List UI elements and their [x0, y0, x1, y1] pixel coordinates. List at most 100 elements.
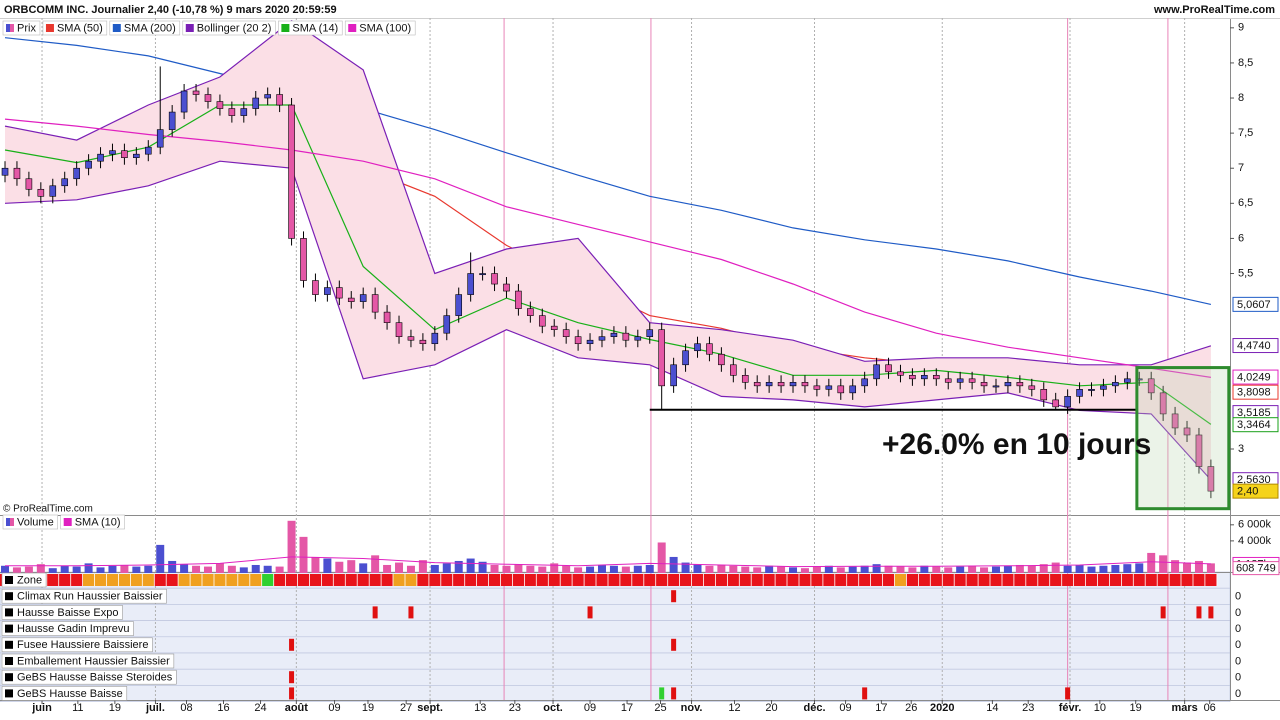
x-tick-label: 06: [1204, 702, 1216, 714]
y-tick-label: 4 000k: [1238, 535, 1272, 547]
volume-bar: [84, 563, 93, 573]
x-tick-label: 24: [254, 702, 266, 714]
y-tick-label: 6: [1238, 232, 1244, 244]
candle-body: [921, 375, 928, 380]
volume-bar: [836, 567, 845, 573]
indicator-name: GeBS Hausse Baisse: [17, 688, 123, 700]
indicator-icon: [5, 592, 13, 601]
x-tick-label: 09: [584, 702, 596, 714]
indicator-value: 0: [1235, 623, 1241, 635]
indicator-label-box: [1, 588, 167, 604]
indicator-label-box: [1, 605, 123, 620]
candle-body: [144, 146, 152, 155]
legend-swatch: [348, 24, 357, 32]
candle-body: [1052, 399, 1059, 408]
indicator-value: 0: [1235, 639, 1241, 651]
site-name: www.ProRealTime.com: [1153, 4, 1275, 16]
candle-body: [25, 178, 33, 190]
volume-bar: [466, 558, 475, 573]
legend-swatch: [45, 24, 54, 32]
volume-bar: [1, 565, 10, 573]
volume-bar: [299, 536, 308, 573]
volume-sma-line: [5, 556, 1211, 568]
volume-bar: [1075, 564, 1084, 573]
zone-run: [894, 574, 907, 586]
volume-bar: [848, 566, 857, 573]
volume-bar: [574, 567, 583, 573]
chart-title: ORBCOMM INC. Journalier 2,40 (-10,78 %) …: [4, 4, 337, 16]
volume-bar: [741, 566, 750, 573]
volume-bar: [777, 566, 786, 573]
volume-bar: [765, 565, 774, 573]
volume-bar: [144, 565, 153, 573]
volume-bar: [621, 566, 630, 573]
volume-bar: [932, 566, 941, 573]
volume-bar: [215, 563, 224, 573]
x-tick-label: 26: [905, 702, 917, 714]
indicator-name: GeBS Hausse Baisse Steroides: [17, 672, 173, 684]
legend-box: [182, 20, 276, 36]
sma-line: [4, 118, 1211, 378]
volume-bar: [311, 556, 320, 573]
zone-run: [178, 574, 262, 586]
volume-bar: [1206, 563, 1215, 573]
y-tick-label: 9: [1238, 22, 1244, 34]
candle-body: [503, 283, 510, 292]
candle-body: [706, 343, 713, 355]
candle-body: [718, 353, 725, 366]
price-label-box: [1232, 369, 1279, 385]
volume-bar: [812, 566, 821, 573]
signal-bar: [1065, 687, 1071, 700]
x-tick-label: 17: [621, 702, 633, 714]
volume-bar: [96, 567, 105, 573]
y-tick-label: 6,5: [1238, 197, 1253, 209]
x-tick-label: 17: [875, 702, 887, 714]
volume-bar: [12, 567, 21, 573]
volume-bar: [1063, 565, 1072, 573]
signal-bar: [289, 671, 295, 684]
candle-body: [192, 90, 200, 95]
price-label-box: [1232, 338, 1279, 354]
signal-bar: [659, 687, 665, 700]
volume-bar: [609, 565, 618, 573]
price-label: 3,8098: [1237, 387, 1271, 399]
legend-label: Bollinger (20 2): [197, 22, 272, 34]
volume-bar: [168, 560, 177, 573]
candle-body: [897, 371, 904, 376]
zone-run: [261, 574, 274, 586]
x-tick-label: déc.: [804, 702, 826, 714]
copyright: © ProRealTime.com: [3, 504, 93, 515]
indicator-value: 0: [1235, 591, 1241, 603]
annotation: +26.0% en 10 jours: [882, 428, 1151, 461]
candle-body: [312, 280, 319, 295]
volume-bar: [1051, 562, 1060, 573]
candle-body: [1124, 378, 1131, 383]
x-tick-label: mars: [1171, 702, 1197, 714]
x-tick-label: 13: [474, 702, 486, 714]
indicator-icon: [5, 608, 13, 617]
x-tick-label: août: [285, 702, 309, 714]
x-tick-label: 08: [180, 702, 192, 714]
indicator-name: Zone: [17, 574, 42, 586]
candle-body: [885, 364, 892, 373]
volume-bar: [132, 566, 141, 573]
candle-body: [407, 336, 415, 341]
volume-bar: [251, 564, 260, 573]
candle-body: [1088, 389, 1095, 391]
candle-body: [1183, 427, 1191, 436]
indicator-value: 0: [1235, 607, 1241, 619]
candle-body: [1195, 434, 1203, 467]
volume-bar: [753, 567, 762, 573]
signal-bar: [671, 638, 677, 651]
signal-bar: [408, 606, 414, 619]
candle-body: [252, 97, 260, 109]
legend-box: [344, 20, 416, 36]
volume-bar: [1123, 564, 1132, 573]
signal-bar: [1208, 606, 1214, 619]
volume-bar: [1147, 552, 1156, 573]
y-tick-label: 7,5: [1238, 127, 1253, 139]
volume-bar: [72, 566, 81, 573]
candle-body: [574, 336, 582, 345]
volume-bar: [490, 564, 499, 573]
candle-body: [562, 329, 570, 337]
